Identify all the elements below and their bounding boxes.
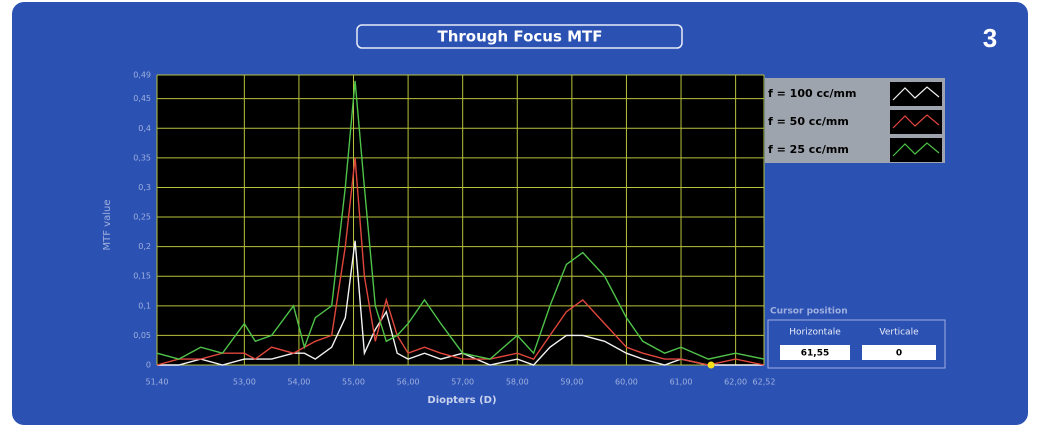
plot-area bbox=[157, 75, 764, 365]
series-line bbox=[157, 240, 764, 366]
cursor-title: Cursor position bbox=[770, 307, 848, 317]
title-box bbox=[356, 24, 683, 49]
y-tick-label: 0,05 bbox=[133, 331, 151, 340]
x-tick-label: 62,52 bbox=[753, 378, 776, 387]
y-tick-label: 0,25 bbox=[133, 213, 151, 222]
y-tick-label: 0,4 bbox=[138, 124, 151, 133]
legend-swatch bbox=[892, 114, 940, 129]
legend-swatch bbox=[892, 86, 940, 101]
x-tick-label: 53,00 bbox=[233, 378, 256, 387]
y-tick-label: 0,2 bbox=[138, 242, 151, 251]
cursor-x-name: Horizontale bbox=[789, 328, 841, 338]
legend-label: f = 100 cc/mm bbox=[768, 87, 856, 100]
y-tick-label: 0 bbox=[146, 361, 151, 370]
y-tick-label: 0,45 bbox=[133, 94, 151, 103]
x-tick-label: 56,00 bbox=[397, 378, 420, 387]
cursor-x-field[interactable] bbox=[780, 345, 850, 360]
cursor-y-field[interactable] bbox=[862, 345, 936, 360]
y-tick-label: 0,49 bbox=[133, 71, 151, 80]
legend-swatch bbox=[892, 142, 940, 157]
series-line bbox=[156, 157, 765, 366]
legend-swatch-box bbox=[890, 110, 942, 134]
cursor-marker bbox=[707, 361, 715, 369]
x-tick-label: 62,00 bbox=[724, 378, 747, 387]
legend-label: f = 25 cc/mm bbox=[768, 143, 849, 156]
series-line bbox=[156, 80, 765, 360]
legend-label: f = 50 cc/mm bbox=[768, 115, 849, 128]
x-axis-label: Diopters (D) bbox=[427, 395, 496, 406]
cursor-box bbox=[767, 319, 946, 369]
x-tick-label: 58,00 bbox=[506, 378, 529, 387]
cursor-x-value: 61,55 bbox=[801, 349, 829, 359]
x-tick-label: 60,00 bbox=[615, 378, 638, 387]
y-tick-label: 0,1 bbox=[138, 301, 151, 310]
y-tick-label: 0,35 bbox=[133, 153, 151, 162]
y-tick-label: 0,15 bbox=[133, 272, 151, 281]
x-tick-label: 61,00 bbox=[670, 378, 693, 387]
cursor-y-name: Verticale bbox=[879, 328, 919, 338]
x-tick-label: 54,00 bbox=[287, 378, 310, 387]
y-tick-label: 0,3 bbox=[138, 183, 151, 192]
cursor-y-value: 0 bbox=[896, 349, 902, 359]
x-tick-label: 55,00 bbox=[342, 378, 365, 387]
x-tick-label: 57,00 bbox=[451, 378, 474, 387]
x-tick-label: 51,40 bbox=[146, 378, 169, 387]
badge: 3 bbox=[983, 23, 997, 53]
y-axis-label: MTF value bbox=[102, 200, 113, 251]
chart-title: Through Focus MTF bbox=[438, 28, 603, 46]
legend-swatch-box bbox=[890, 82, 942, 106]
legend-swatch-box bbox=[890, 138, 942, 162]
x-tick-label: 59,00 bbox=[560, 378, 583, 387]
